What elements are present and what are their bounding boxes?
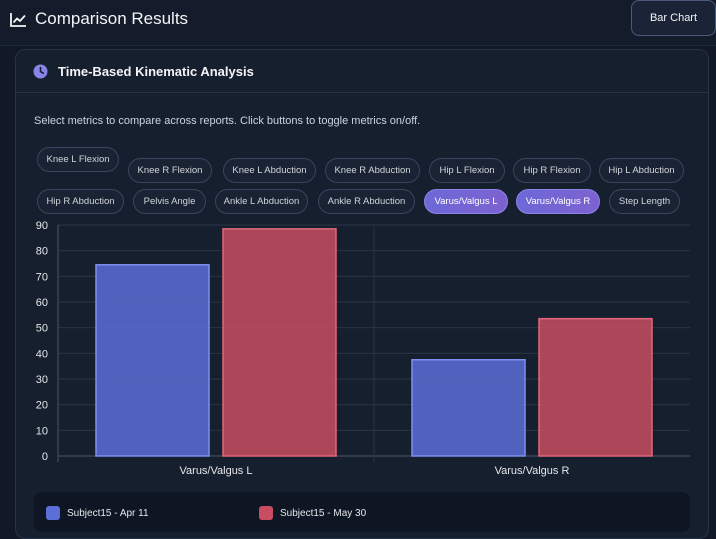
y-tick-label: 0 — [42, 451, 48, 463]
metric-toggle-knee-r-abduction[interactable]: Knee R Abduction — [325, 158, 420, 183]
legend-item[interactable]: Subject15 - Apr 11 — [46, 506, 149, 520]
x-tick-label: Varus/Valgus R — [495, 465, 570, 477]
panel-title: Time-Based Kinematic Analysis — [58, 63, 254, 79]
metric-toggle-step-length[interactable]: Step Length — [609, 189, 680, 214]
x-tick-label: Varus/Valgus L — [180, 465, 253, 477]
bar-chart-toggle-button[interactable]: Bar Chart — [631, 0, 716, 36]
metric-toggle-varus-valgus-r[interactable]: Varus/Valgus R — [516, 189, 600, 214]
app-title: Comparison Results — [10, 8, 188, 30]
metric-toggle-varus-valgus-l[interactable]: Varus/Valgus L — [424, 189, 508, 214]
y-tick-label: 50 — [36, 323, 48, 335]
instructions-text: Select metrics to compare across reports… — [34, 115, 421, 127]
legend-label: Subject15 - May 30 — [280, 507, 367, 519]
bar — [411, 359, 526, 457]
metric-toggle-ankle-r-abduction[interactable]: Ankle R Abduction — [318, 189, 415, 214]
metric-toggle-hip-r-abduction[interactable]: Hip R Abduction — [37, 189, 124, 214]
metric-toggle-hip-l-abduction[interactable]: Hip L Abduction — [599, 158, 684, 183]
chart-legend: Subject15 - Apr 11 Subject15 - May 30 — [34, 492, 690, 532]
metric-toggle-knee-r-flexion[interactable]: Knee R Flexion — [128, 158, 212, 183]
y-tick-label: 60 — [36, 297, 48, 309]
y-tick-label: 90 — [36, 220, 48, 232]
top-bar: Comparison Results Bar Chart — [0, 0, 716, 46]
line-chart-icon — [10, 12, 26, 27]
metric-toggle-knee-l-abduction[interactable]: Knee L Abduction — [223, 158, 316, 183]
legend-item[interactable]: Subject15 - May 30 — [259, 506, 366, 520]
y-tick-label: 30 — [36, 374, 48, 386]
y-tick-label: 10 — [36, 425, 48, 437]
clock-icon — [33, 64, 48, 78]
metric-toggle-hip-r-flexion[interactable]: Hip R Flexion — [513, 158, 591, 183]
metric-toggle-hip-l-flexion[interactable]: Hip L Flexion — [429, 158, 505, 183]
y-tick-label: 40 — [36, 348, 48, 360]
bar — [95, 264, 210, 457]
legend-swatch — [259, 506, 273, 520]
bar — [538, 317, 653, 457]
legend-swatch — [46, 506, 60, 520]
y-tick-label: 80 — [36, 246, 48, 258]
y-tick-label: 20 — [36, 400, 48, 412]
bar — [222, 228, 337, 457]
legend-label: Subject15 - Apr 11 — [67, 507, 149, 519]
y-tick-label: 70 — [36, 271, 48, 283]
panel-header: Time-Based Kinematic Analysis — [16, 50, 708, 93]
bar-chart: 0 10 20 30 40 50 60 70 80 90 Varus/Valgus L Varus/V… — [36, 220, 690, 477]
metric-toggle-knee-l-flexion[interactable]: Knee L Flexion — [37, 147, 119, 172]
app-title-text: Comparison Results — [35, 9, 189, 28]
metric-toggle-pelvis-angle[interactable]: Pelvis Angle — [133, 189, 206, 214]
metric-toggle-ankle-l-abduction[interactable]: Ankle L Abduction — [215, 189, 308, 214]
